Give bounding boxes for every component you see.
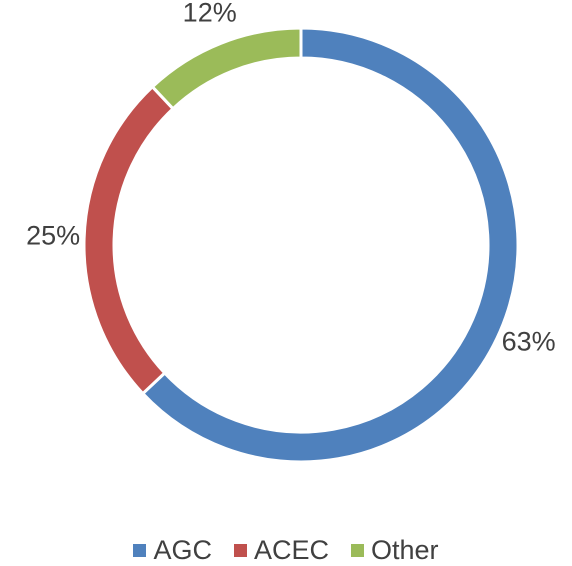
legend-swatch bbox=[351, 543, 364, 557]
donut-segment bbox=[140, 26, 520, 464]
legend-label: AGC bbox=[153, 534, 212, 565]
donut-segment bbox=[150, 26, 303, 111]
legend-item: Other bbox=[351, 535, 439, 566]
donut-segment bbox=[82, 84, 176, 396]
data-label: 25% bbox=[26, 220, 80, 250]
legend-item: ACEC bbox=[233, 534, 329, 566]
legend-item: AGC bbox=[133, 535, 212, 566]
data-label: 12% bbox=[183, 0, 237, 28]
chart: 63% 25% 12% bbox=[26, 0, 556, 464]
legend-swatch bbox=[133, 543, 147, 557]
data-label: 63% bbox=[502, 327, 556, 357]
legend-swatch bbox=[233, 543, 247, 557]
legend-label: ACEC bbox=[253, 534, 329, 565]
legend-label: Other bbox=[371, 534, 439, 565]
legend: AGC ACEC Other bbox=[0, 532, 572, 566]
